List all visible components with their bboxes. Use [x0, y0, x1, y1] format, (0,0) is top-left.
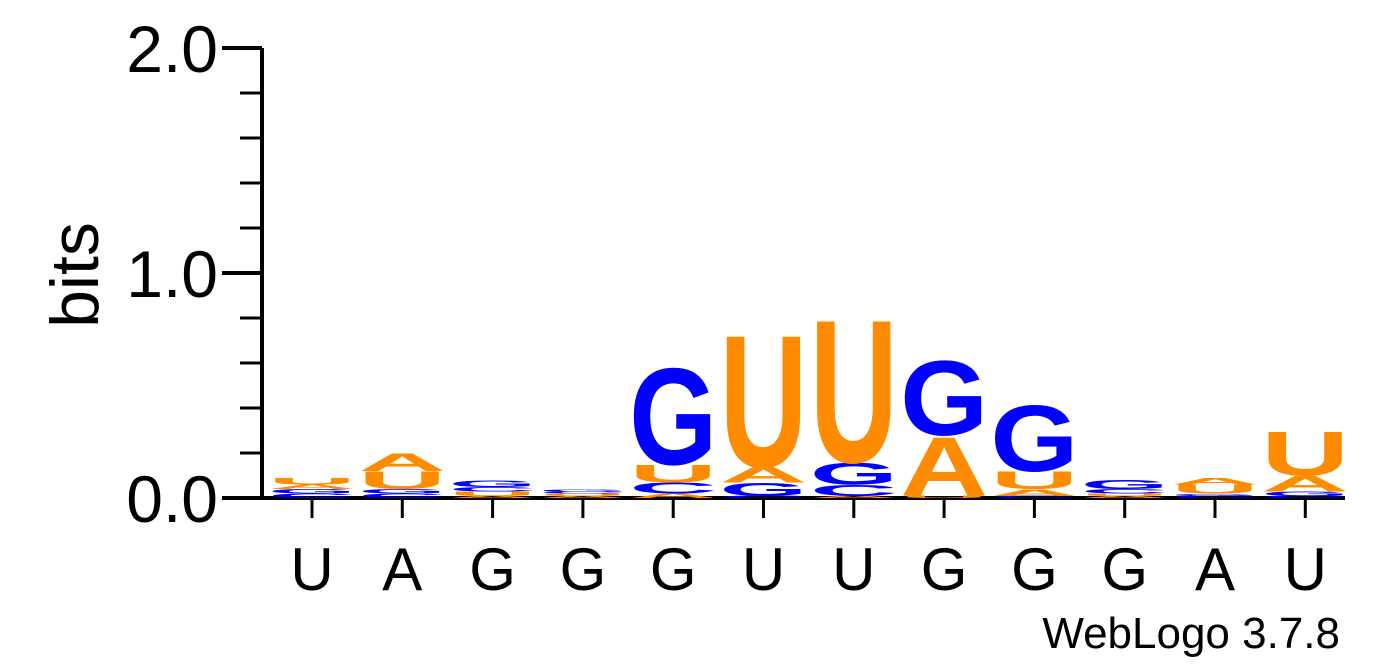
logo-letter-a: A [268, 483, 356, 490]
logo-letter-a: A [1081, 495, 1169, 499]
logo-letter-g: G [1171, 493, 1259, 496]
logo-letter-c: C [358, 492, 446, 499]
logo-letter-g: G [720, 479, 808, 500]
logo-letter-u: U [810, 277, 898, 505]
x-tick-label: U [832, 536, 875, 603]
logo-letter-c: C [268, 492, 356, 499]
logo-letter-g: G [1261, 490, 1349, 497]
logo-letter-a: A [719, 462, 807, 487]
y-tick-label: 1.0 [126, 237, 218, 311]
letter-stack: UAG [900, 339, 988, 514]
logo-letter-g: G [268, 488, 356, 495]
y-tick-label: 2.0 [126, 12, 218, 86]
logo-letter-a: A [539, 495, 627, 499]
logo-letter-u: U [900, 495, 988, 499]
logo-letter-u: U [539, 493, 627, 497]
logo-letter-u: U [629, 459, 717, 487]
logo-letter-a: A [900, 420, 988, 515]
x-tick-label: A [1195, 536, 1235, 603]
logo-letter-g: G [449, 478, 537, 489]
logo-letter-u: U [449, 490, 537, 497]
y-axis: 0.0 1.0 2.0 [126, 12, 264, 536]
logo-letter-c: C [1081, 488, 1169, 495]
logo-letter-u: U [1261, 418, 1349, 489]
logo-letter-a: A [990, 487, 1078, 497]
logo-letter-c: C [1171, 495, 1259, 499]
logo-letter-c: C [719, 495, 807, 499]
logo-letter-u: U [1171, 482, 1259, 496]
logo-letter-u: U [1081, 493, 1169, 497]
x-tick-label: G [1101, 536, 1148, 603]
logo-letter-c: C [449, 486, 537, 493]
x-tick-label: G [1011, 536, 1058, 603]
logo-letter-a: A [449, 495, 537, 499]
logo-letter-g: G [539, 488, 627, 491]
x-tick-label: U [1284, 536, 1327, 603]
x-tick-label: G [921, 536, 968, 603]
logo-letter-c: C [810, 482, 898, 500]
logo-letter-c: C [539, 491, 627, 495]
logo-letter-a: A [1171, 476, 1259, 486]
x-tick-label: G [560, 536, 607, 603]
logo-letter-g: G [629, 339, 717, 493]
logo-letter-g: G [810, 456, 898, 491]
logo-letter-g: G [358, 488, 446, 495]
logo-letter-u: U [268, 476, 356, 486]
x-tick-label: U [290, 536, 333, 603]
y-axis-label: bits [37, 222, 113, 328]
logo-letter-a: A [629, 492, 717, 499]
x-tick-label: U [742, 536, 785, 603]
logo-letter-a: A [810, 495, 898, 499]
logo-letter-g: G [990, 387, 1078, 492]
logo-letter-u: U [358, 466, 446, 494]
y-tick-label: 0.0 [126, 462, 218, 536]
logo-letter-c: C [990, 495, 1078, 499]
logo-letter-u: U [990, 466, 1078, 494]
x-tick-label: G [650, 536, 697, 603]
logo-letter-c: C [1261, 495, 1349, 499]
x-tick-label: G [469, 536, 516, 603]
logo-letter-c: C [629, 479, 717, 497]
logo-letter-g: G [1081, 478, 1169, 492]
logo-letter-g: G [900, 339, 988, 458]
x-tick-label: A [382, 536, 422, 603]
logo-letter-u: U [720, 295, 808, 506]
logo-letter-a: A [358, 448, 446, 476]
weblogo-credit: WebLogo 3.7.8 [1042, 609, 1340, 658]
logo-letter-a: A [1261, 471, 1349, 496]
